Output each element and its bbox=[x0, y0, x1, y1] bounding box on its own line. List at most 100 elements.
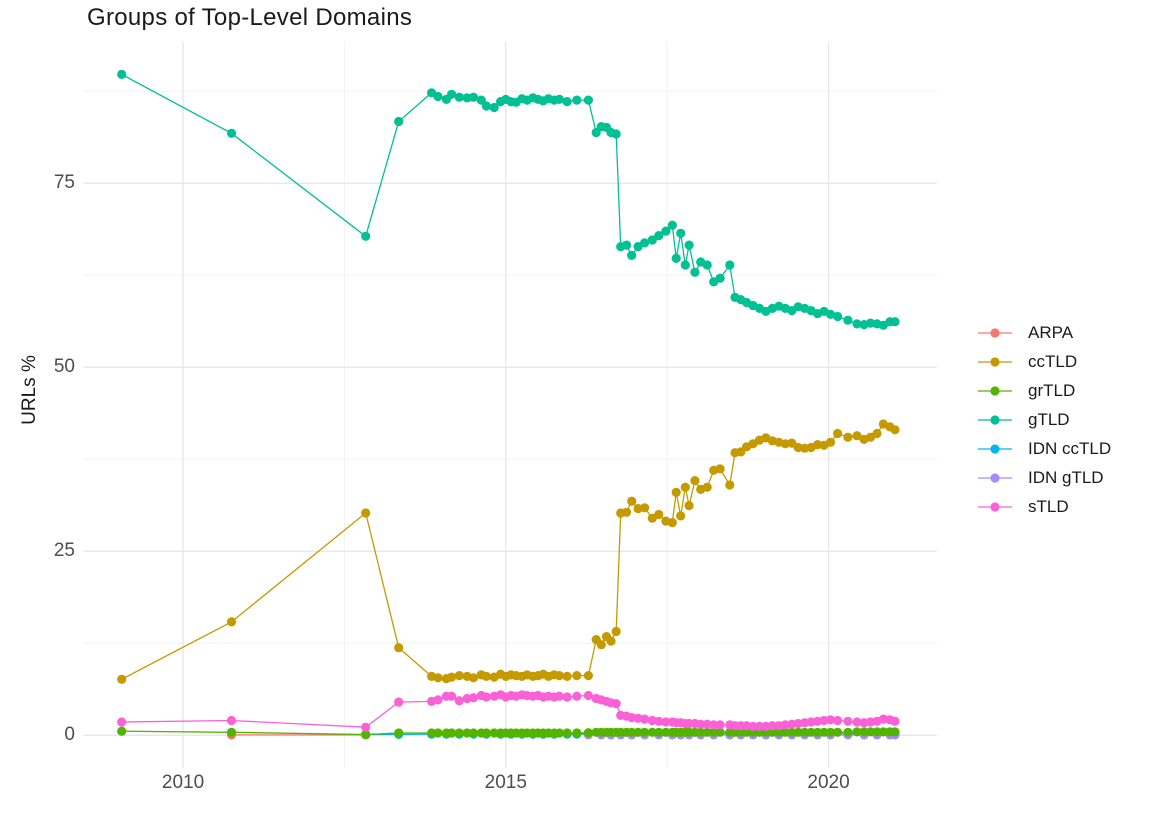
data-point bbox=[621, 240, 632, 250]
x-tick-label-2010: 2010 bbox=[161, 772, 205, 793]
data-point bbox=[468, 92, 479, 102]
data-point bbox=[647, 235, 657, 245]
legend-label: sTLD bbox=[1028, 496, 1069, 516]
data-point bbox=[611, 129, 621, 139]
data-point bbox=[627, 250, 637, 260]
data-point bbox=[562, 728, 572, 738]
legend-item-ARPA: ARPA bbox=[976, 318, 1111, 347]
data-point bbox=[680, 482, 690, 492]
data-point bbox=[433, 695, 443, 705]
data-point bbox=[117, 674, 127, 684]
data-point bbox=[606, 636, 616, 646]
data-point bbox=[748, 721, 758, 732]
data-point bbox=[833, 727, 843, 737]
data-point bbox=[226, 617, 237, 627]
data-point bbox=[833, 428, 843, 439]
data-point bbox=[671, 487, 681, 497]
data-point bbox=[481, 671, 491, 682]
data-point bbox=[725, 480, 735, 490]
data-point bbox=[554, 691, 565, 701]
data-point bbox=[709, 720, 719, 730]
data-point bbox=[787, 438, 797, 448]
legend-label: ARPA bbox=[1028, 322, 1074, 342]
legend-label: IDN gTLD bbox=[1028, 467, 1104, 487]
legend-key-icon bbox=[978, 414, 1012, 425]
data-point bbox=[583, 690, 594, 701]
data-point bbox=[715, 720, 725, 730]
legend-key-dot bbox=[990, 414, 1000, 425]
data-point bbox=[572, 95, 582, 105]
data-point bbox=[654, 727, 664, 737]
x-tick-label-2020: 2020 bbox=[807, 772, 850, 793]
legend: ARPA ccTLD grTLD gTLD IDN ccTLD IDN gTLD sTLD bbox=[976, 318, 1111, 521]
legend-item-ccTLD: ccTLD bbox=[976, 347, 1111, 376]
data-point bbox=[447, 691, 457, 701]
data-point bbox=[667, 220, 677, 230]
y-tick-label-75: 75 bbox=[53, 172, 75, 194]
data-point bbox=[725, 260, 735, 270]
data-point bbox=[394, 697, 404, 707]
data-point bbox=[468, 728, 479, 738]
data-point bbox=[676, 511, 686, 521]
series-points-ccTLD bbox=[117, 419, 900, 684]
data-point bbox=[833, 311, 843, 322]
data-point bbox=[813, 727, 823, 737]
data-point bbox=[825, 309, 836, 319]
legend-item-sTLD: sTLD bbox=[976, 492, 1111, 521]
data-point bbox=[226, 727, 237, 737]
data-point bbox=[562, 97, 572, 107]
legend-key-dot bbox=[990, 443, 1000, 454]
data-point bbox=[715, 273, 725, 283]
data-point bbox=[394, 728, 404, 738]
data-point bbox=[226, 128, 237, 138]
series-points-sTLD bbox=[117, 690, 900, 732]
legend-label: IDN ccTLD bbox=[1028, 438, 1112, 458]
data-point bbox=[640, 238, 650, 248]
data-point bbox=[572, 691, 582, 701]
data-point bbox=[825, 727, 836, 737]
legend-key-dot bbox=[990, 356, 1000, 367]
data-point bbox=[676, 228, 686, 238]
data-point bbox=[554, 94, 565, 104]
data-point bbox=[715, 464, 725, 474]
data-point bbox=[611, 699, 621, 709]
chart-title: Groups of Top-Level Domains bbox=[87, 4, 413, 31]
data-point bbox=[447, 672, 457, 682]
data-point bbox=[640, 727, 650, 737]
legend-label: ccTLD bbox=[1028, 351, 1078, 371]
data-point bbox=[872, 428, 882, 439]
data-point bbox=[833, 715, 843, 726]
data-point bbox=[394, 116, 404, 127]
data-point bbox=[481, 692, 491, 702]
data-point bbox=[890, 727, 900, 737]
data-point bbox=[427, 728, 437, 738]
data-point bbox=[684, 501, 694, 511]
data-point bbox=[806, 727, 816, 737]
legend-key-dot bbox=[990, 327, 1000, 338]
data-point bbox=[878, 727, 889, 737]
legend-item-IDN-gTLD: IDN gTLD bbox=[976, 463, 1111, 492]
data-point bbox=[800, 727, 810, 737]
data-point bbox=[654, 231, 664, 241]
data-point bbox=[872, 727, 882, 737]
data-point bbox=[433, 673, 443, 683]
data-point bbox=[361, 508, 371, 518]
data-point bbox=[454, 92, 464, 102]
data-point bbox=[447, 728, 457, 738]
data-point bbox=[661, 727, 671, 737]
data-point bbox=[583, 95, 594, 105]
data-point bbox=[843, 315, 853, 325]
data-point bbox=[825, 437, 836, 447]
data-point bbox=[481, 101, 491, 111]
data-point bbox=[696, 719, 706, 729]
data-point bbox=[702, 727, 712, 737]
data-point bbox=[627, 496, 637, 506]
data-point bbox=[767, 721, 778, 731]
data-point bbox=[684, 240, 694, 250]
data-point bbox=[554, 728, 565, 738]
data-point bbox=[690, 267, 700, 277]
legend-key-icon bbox=[978, 472, 1012, 483]
y-tick-label-0: 0 bbox=[64, 724, 75, 746]
data-point bbox=[583, 671, 594, 681]
data-point bbox=[468, 693, 479, 703]
